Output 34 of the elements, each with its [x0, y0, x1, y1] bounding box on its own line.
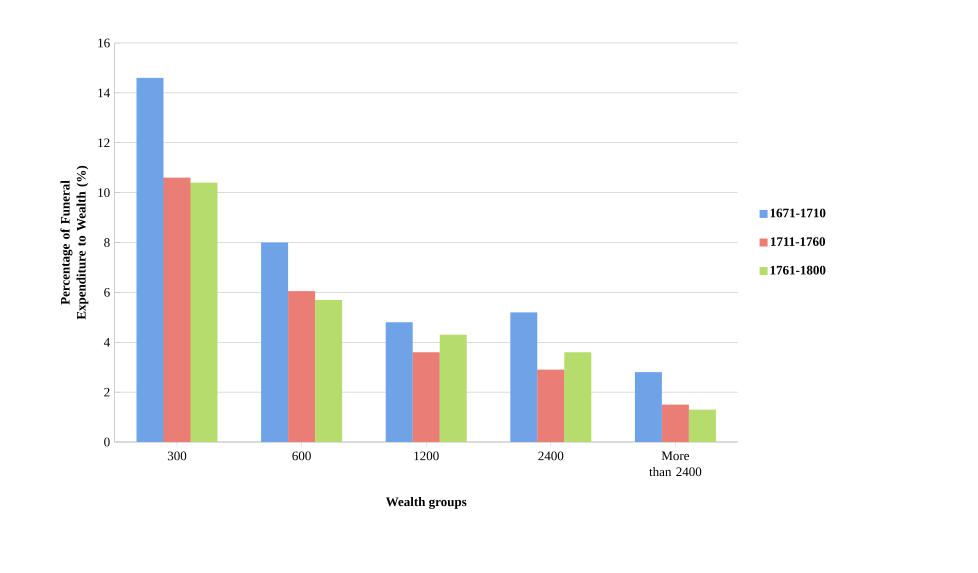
- bar: [412, 352, 440, 442]
- legend-label: 1761-1800: [770, 266, 826, 275]
- bar: [662, 404, 689, 442]
- bar: [510, 312, 538, 442]
- bar: [190, 182, 218, 442]
- legend-label: 1671-1710: [770, 208, 826, 218]
- y-tick-label: 0: [104, 438, 110, 446]
- bar: [288, 291, 316, 442]
- x-tick-label: 600: [292, 452, 311, 460]
- x-tick-label: 2400: [538, 452, 564, 460]
- bar: [386, 322, 413, 442]
- bar: [564, 352, 592, 442]
- y-tick-label: 14: [98, 88, 110, 98]
- bar: [688, 410, 716, 442]
- y-tick-label: 16: [98, 38, 110, 48]
- bar: [634, 372, 662, 442]
- x-tick-label: 1200: [414, 452, 439, 460]
- x-tick-label: More than 2400: [649, 452, 702, 476]
- y-tick-label: 6: [104, 288, 110, 297]
- bar: [315, 300, 342, 442]
- y-tick-label: 4: [104, 338, 110, 347]
- bar: [537, 370, 564, 442]
- bar: [261, 242, 288, 442]
- bar: [440, 334, 467, 442]
- y-tick-label: 12: [98, 138, 110, 148]
- bar: [136, 78, 164, 442]
- legend-label: 1711-1760: [770, 237, 826, 246]
- bar: [164, 178, 190, 442]
- y-tick-label: 10: [98, 188, 110, 198]
- y-tick-label: 8: [104, 238, 110, 247]
- x-axis-title: Wealth groups: [386, 497, 466, 509]
- y-tick-label: 2: [104, 388, 110, 396]
- y-axis-title: Percentage of Funeral Expenditure to Wealth (%): [60, 166, 88, 320]
- x-tick-label: 300: [168, 452, 186, 460]
